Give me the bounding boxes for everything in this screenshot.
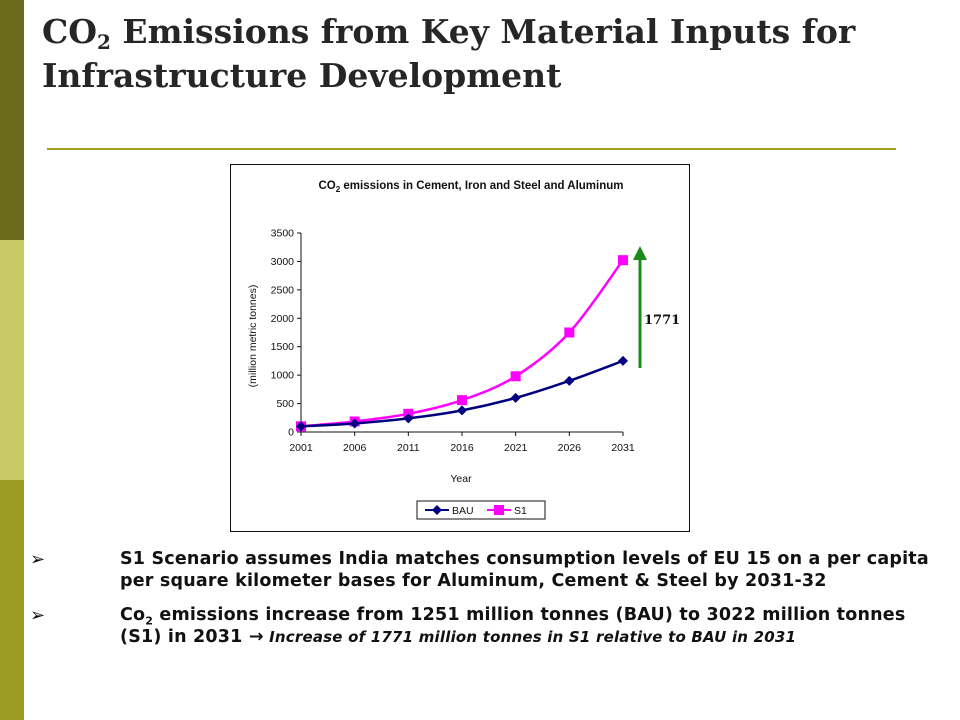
y-tick-label: 2500 xyxy=(271,284,295,296)
bullet-text-2a: Co xyxy=(120,605,146,625)
data-point-bau xyxy=(618,355,628,366)
increase-arrow xyxy=(633,246,647,368)
x-tick-label: 2026 xyxy=(558,442,582,454)
y-axis-label: (million metric tonnes) xyxy=(247,285,259,388)
x-tick-label: 2011 xyxy=(397,442,420,454)
y-tick-label: 1000 xyxy=(271,370,295,382)
x-tick-label: 2031 xyxy=(611,442,635,454)
legend: BAU S1 xyxy=(416,500,546,520)
series-s1 xyxy=(296,255,628,432)
title-prefix: CO xyxy=(42,12,98,51)
title-divider xyxy=(47,148,896,150)
y-tick-label: 1500 xyxy=(271,341,295,353)
data-point-bau xyxy=(403,413,414,424)
data-point-bau xyxy=(457,405,467,416)
arrow-bullet-icon: ➢ xyxy=(30,605,46,626)
chart-title: CO2 emissions in Cement, Iron and Steel … xyxy=(319,180,624,194)
arrow-bullet-icon: ➢ xyxy=(30,549,46,570)
bullet-text-2b: emissions increase from 1251 million ton… xyxy=(120,605,906,647)
chart-title-rest: emissions in Cement, Iron and Steel and … xyxy=(340,180,623,192)
y-tick-label: 0 xyxy=(288,427,294,439)
bullet-text-1: S1 Scenario assumes India matches consum… xyxy=(120,549,929,591)
chart-frame: CO2 emissions in Cement, Iron and Steel … xyxy=(230,164,690,532)
emissions-chart: CO2 emissions in Cement, Iron and Steel … xyxy=(247,180,635,520)
y-tick-label: 3500 xyxy=(271,228,295,240)
x-tick-label: 2006 xyxy=(343,442,367,454)
chart-title-subscript: 2 xyxy=(336,185,341,194)
data-point-s1 xyxy=(510,371,521,382)
slide-title: CO2 Emissions from Key Material Inputs f… xyxy=(42,10,942,98)
data-point-s1 xyxy=(457,395,467,406)
series-layer xyxy=(296,255,628,432)
y-tick-label: 500 xyxy=(276,398,294,410)
sidebar-stripe-middle xyxy=(0,240,24,480)
increase-annotation: 1771 xyxy=(644,313,681,328)
title-rest: Emissions from Key Material Inputs for I… xyxy=(42,12,856,95)
right-arrow-icon: → xyxy=(248,627,264,647)
series-bau xyxy=(296,355,628,432)
legend-marker-bau xyxy=(432,505,442,515)
legend-marker-s1 xyxy=(494,505,504,515)
legend-box xyxy=(416,500,546,520)
y-tick-label: 2000 xyxy=(271,313,295,325)
x-tick-label: 2001 xyxy=(289,442,313,454)
bullet-text-2-subscript: 2 xyxy=(145,614,154,628)
sidebar-stripe-top xyxy=(0,0,24,240)
x-tick-label: 2021 xyxy=(504,442,528,454)
data-point-bau xyxy=(296,421,306,432)
bullet-list: ➢ S1 Scenario assumes India matches cons… xyxy=(30,548,940,660)
series-line-bau xyxy=(300,359,624,428)
legend-label-s1: S1 xyxy=(514,505,527,517)
data-point-s1 xyxy=(564,327,575,338)
x-tick-label: 2016 xyxy=(450,442,474,454)
x-axis-label: Year xyxy=(450,473,472,485)
bullet-item-1: ➢ S1 Scenario assumes India matches cons… xyxy=(30,548,940,592)
bullet-item-2: ➢ Co2 emissions increase from 1251 milli… xyxy=(30,604,940,648)
y-tick-label: 3000 xyxy=(271,256,295,268)
axes: 0 500 1000 1500 2000 2500 3000 3500 2001 2006 2011… xyxy=(271,228,635,455)
legend-label-bau: BAU xyxy=(452,505,474,517)
data-point-bau xyxy=(564,375,575,386)
sidebar-stripe-bottom xyxy=(0,480,24,720)
data-point-bau xyxy=(510,392,521,403)
title-subscript: 2 xyxy=(97,30,111,54)
data-point-s1 xyxy=(618,255,628,266)
bullet-note: Increase of 1771 million tonnes in S1 re… xyxy=(263,628,797,646)
